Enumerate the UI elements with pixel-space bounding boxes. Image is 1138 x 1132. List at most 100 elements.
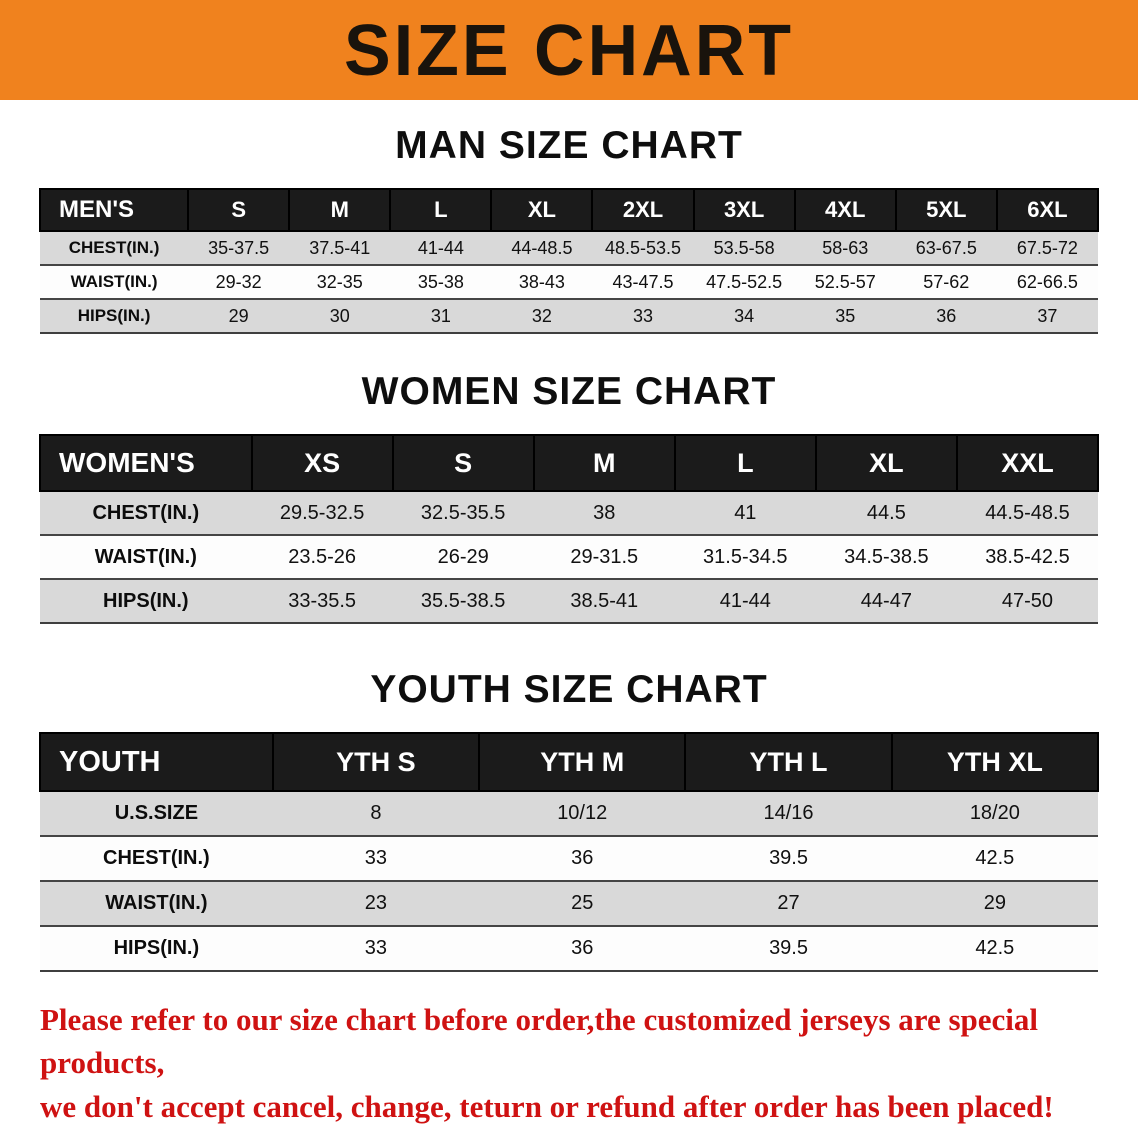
disclaimer: Please refer to our size chart before or…: [40, 998, 1098, 1128]
size-value-cell: 31: [430, 305, 451, 326]
size-value-cell: 34: [734, 305, 755, 326]
row-label-cell: HIPS(IN.): [77, 306, 151, 325]
youth-section-heading: YOUTH SIZE CHART: [370, 668, 768, 711]
size-value-cell: 33-35.5: [288, 589, 357, 612]
size-column-header: YTH XL: [890, 732, 1100, 792]
row-label-cell: CHEST(IN.): [103, 847, 210, 869]
table-header-row: YOUTH YTH S YTH M YTH L YTH XL: [39, 732, 1100, 792]
size-value-cell: 29-31.5: [570, 545, 639, 568]
row-label-cell: U.S.SIZE: [114, 802, 199, 824]
row-label-cell: HIPS(IN.): [103, 589, 189, 612]
size-value-cell: 33: [364, 847, 388, 869]
table-title-cell: MEN'S: [38, 188, 190, 232]
size-value-cell: 37.5-41: [309, 237, 371, 258]
size-column-header: 4XL: [793, 188, 897, 232]
size-column-header: L: [673, 434, 817, 492]
size-value-cell: 23: [364, 892, 388, 914]
size-column-header: XXL: [955, 434, 1100, 492]
table-row: WAIST(IN.) 23.5-26 26-29 29-31.5 31.5-34.5 34…: [40, 535, 1098, 579]
size-column-header: YTH S: [271, 732, 481, 792]
size-value-cell: 27: [777, 892, 800, 914]
size-value-cell: 33: [633, 305, 654, 326]
size-column-header: S: [391, 434, 535, 492]
size-value-cell: 26-29: [437, 545, 489, 568]
size-value-cell: 57-62: [923, 271, 970, 292]
disclaimer-line-2: we don't accept cancel, change, teturn o…: [40, 1088, 1054, 1124]
size-column-header: YTH L: [684, 732, 893, 792]
row-label-cell: HIPS(IN.): [113, 937, 200, 959]
row-label-cell: WAIST(IN.): [105, 892, 208, 914]
size-value-cell: 36: [936, 305, 957, 326]
size-value-cell: 39.5: [769, 937, 808, 959]
size-value-cell: 31.5-34.5: [703, 545, 788, 568]
size-value-cell: 38-43: [518, 271, 565, 292]
table-row: WAIST(IN.) 23 25 27 29: [40, 881, 1098, 926]
size-value-cell: 32: [531, 305, 552, 326]
size-value-cell: 53.5-58: [713, 237, 775, 258]
size-value-cell: 8: [370, 802, 382, 824]
size-column-header: 3XL: [692, 188, 796, 232]
size-value-cell: 52.5-57: [814, 271, 876, 292]
size-column-header: 6XL: [995, 188, 1100, 232]
size-value-cell: 29-32: [215, 271, 262, 292]
youth-size-section: YOUTH SIZE CHART YOUTH YTH S YTH M YTH L YTH…: [0, 668, 1138, 972]
table-row: CHEST(IN.) 29.5-32.5 32.5-35.5 38 41 44.5 44.5…: [40, 491, 1098, 535]
size-value-cell: 47-50: [1001, 589, 1054, 612]
size-value-cell: 47.5-52.5: [706, 271, 783, 292]
size-value-cell: 35-37.5: [208, 237, 270, 258]
men-size-table: MEN'S S M L XL 2XL 3XL 4XL 5XL 6XL CHEST(IN.) 35-37…: [38, 188, 1100, 334]
table-header-row: MEN'S S M L XL 2XL 3XL 4XL 5XL 6XL: [38, 188, 1100, 232]
size-value-cell: 41-44: [417, 237, 464, 258]
size-value-cell: 38.5-42.5: [985, 545, 1070, 568]
size-value-cell: 38.5-41: [570, 589, 639, 612]
table-title-cell: WOMEN'S: [39, 434, 253, 492]
size-column-header: 5XL: [894, 188, 998, 232]
size-column-header: M: [288, 188, 392, 232]
table-row: HIPS(IN.) 29 30 31 32 33 34 35 36 37: [40, 299, 1098, 333]
size-value-cell: 63-67.5: [915, 237, 977, 258]
men-section-heading: MAN SIZE CHART: [395, 124, 743, 167]
size-value-cell: 32-35: [316, 271, 363, 292]
size-value-cell: 41: [734, 501, 757, 524]
size-value-cell: 25: [571, 892, 594, 914]
size-value-cell: 35-38: [417, 271, 464, 292]
women-size-table: WOMEN'S XS S M L XL XXL CHEST(IN.) 29.5-32.5 32.5…: [39, 434, 1100, 624]
size-value-cell: 10/12: [557, 802, 608, 824]
size-value-cell: 14/16: [763, 802, 814, 824]
size-value-cell: 44-47: [860, 589, 912, 612]
size-column-header: S: [187, 188, 291, 232]
size-value-cell: 37: [1037, 305, 1058, 326]
table-row: CHEST(IN.) 33 36 39.5 42.5: [40, 836, 1098, 881]
row-label-cell: CHEST(IN.): [92, 501, 200, 524]
size-value-cell: 58-63: [822, 237, 869, 258]
table-row: U.S.SIZE 8 10/12 14/16 18/20: [40, 791, 1098, 836]
size-value-cell: 30: [329, 305, 350, 326]
size-value-cell: 35: [835, 305, 856, 326]
size-value-cell: 36: [571, 847, 594, 869]
size-value-cell: 34.5-38.5: [844, 545, 929, 568]
size-value-cell: 44-48.5: [511, 237, 573, 258]
table-row: WAIST(IN.) 29-32 32-35 35-38 38-43 43-47.5 47.…: [40, 265, 1098, 299]
size-value-cell: 42.5: [975, 847, 1015, 869]
size-value-cell: 33: [364, 937, 388, 959]
men-size-section: MAN SIZE CHART MEN'S S M L XL 2XL 3XL 4XL 5XL 6XL…: [0, 124, 1138, 334]
size-value-cell: 35.5-38.5: [420, 589, 506, 612]
size-value-cell: 18/20: [969, 802, 1020, 824]
size-value-cell: 48.5-53.5: [605, 237, 682, 258]
title-banner: SIZE CHART: [0, 0, 1138, 100]
women-size-section: WOMEN SIZE CHART WOMEN'S XS S M L XL XXL CHEST(…: [0, 370, 1138, 624]
page-title: SIZE CHART: [344, 9, 794, 91]
size-column-header: XL: [814, 434, 958, 492]
size-value-cell: 38: [593, 501, 616, 524]
size-value-cell: 44.5-48.5: [985, 501, 1070, 524]
row-label-cell: CHEST(IN.): [68, 238, 160, 257]
table-header-row: WOMEN'S XS S M L XL XXL: [39, 434, 1100, 492]
size-value-cell: 23.5-26: [288, 545, 357, 568]
size-value-cell: 39.5: [769, 847, 808, 869]
size-column-header: XL: [490, 188, 594, 232]
row-label-cell: WAIST(IN.): [70, 272, 158, 291]
size-value-cell: 29: [228, 305, 249, 326]
women-section-heading: WOMEN SIZE CHART: [361, 370, 777, 413]
size-value-cell: 32.5-35.5: [420, 501, 506, 524]
